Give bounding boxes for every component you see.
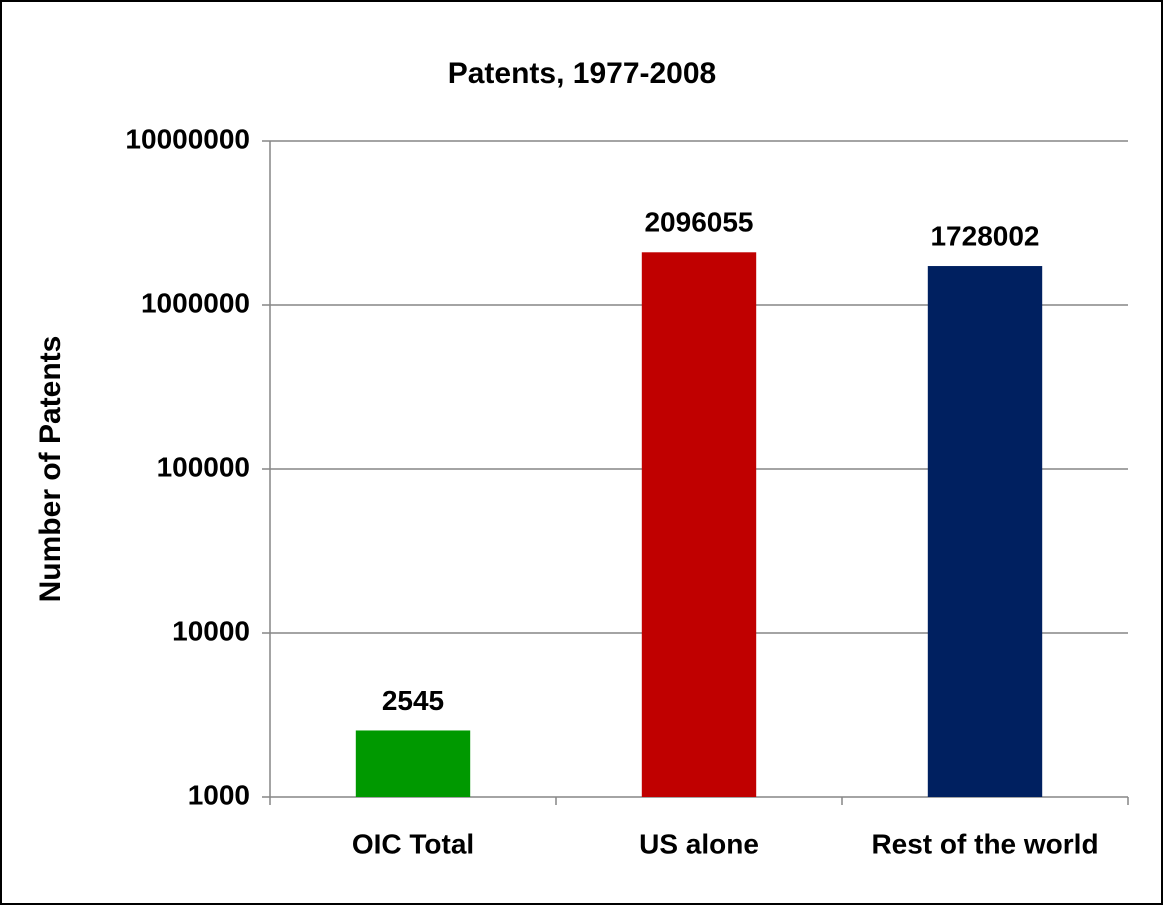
y-tick-label: 1000: [188, 779, 250, 810]
value-label: 2545: [382, 685, 444, 716]
value-label: 1728002: [930, 220, 1039, 251]
y-tick-label: 1000000: [141, 287, 250, 318]
y-tick-label: 10000: [172, 615, 250, 646]
bar: [641, 252, 757, 797]
x-tick-label: US alone: [639, 828, 759, 859]
bar: [927, 266, 1043, 798]
value-label: 2096055: [644, 207, 753, 238]
y-tick-label: 100000: [157, 451, 250, 482]
x-tick-label: Rest of the world: [871, 828, 1098, 859]
bar: [355, 730, 471, 797]
x-tick-label: OIC Total: [352, 828, 474, 859]
y-axis-label: Number of Patents: [34, 336, 67, 603]
y-tick-label: 10000000: [125, 123, 250, 154]
chart-title: Patents, 1977-2008: [448, 57, 717, 90]
